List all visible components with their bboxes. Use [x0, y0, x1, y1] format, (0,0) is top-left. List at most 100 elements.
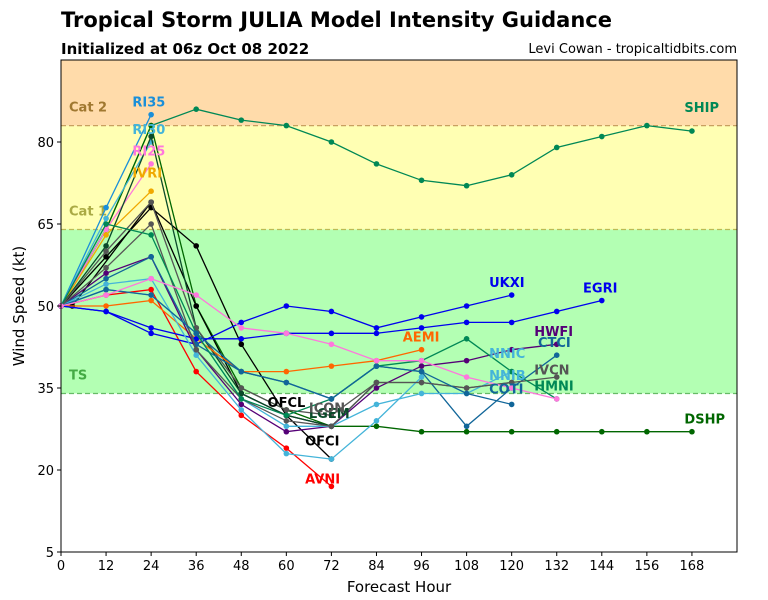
data-point-hwfi [103, 270, 109, 277]
model-label-ukxi: UKXI [489, 276, 524, 291]
data-point-coti [418, 368, 425, 375]
model-label-nnib: NNIB [489, 369, 526, 384]
model-label-ofci: OFCI [305, 434, 339, 449]
data-point-aemi [418, 346, 425, 353]
data-point-ship [328, 139, 335, 145]
y-tick-label: 80 [37, 136, 54, 151]
data-point-hwfi [373, 385, 380, 391]
data-point-hwfi [238, 401, 245, 408]
data-point-nnic [373, 401, 380, 408]
band-cat-1 [61, 125, 737, 230]
data-point-ukxi [238, 319, 245, 326]
data-point-ri35 [148, 111, 154, 118]
series-ri25-pink-trend [58, 275, 560, 402]
data-point-egri [599, 297, 605, 304]
model-label-egri: EGRI [583, 281, 617, 296]
data-point-ivcn [148, 221, 154, 227]
data-point-ship [193, 106, 199, 112]
data-point-ship [283, 122, 290, 129]
data-point-ukxi [463, 303, 470, 309]
data-point-ri35 [103, 204, 109, 211]
series-line-hmni [60, 223, 558, 416]
model-label-nnic: NNIC [489, 347, 525, 362]
intensity-bands: TS Cat 1 Cat 2 [61, 60, 737, 395]
data-point-ri25 [148, 161, 154, 167]
data-point-lgem [238, 390, 245, 397]
x-tick-label: 60 [278, 559, 295, 574]
data-point-ukxi [148, 330, 154, 337]
data-point-ofcl [193, 303, 199, 309]
data-point-nnib [373, 418, 380, 424]
data-point-avni [148, 286, 154, 293]
data-point-nnib [238, 407, 245, 413]
data-point-ofci [103, 253, 109, 260]
data-point-hwfi [418, 363, 425, 369]
data-point-ship [644, 122, 650, 129]
data-point-aemi [283, 368, 290, 375]
data-point-avni [193, 368, 199, 375]
data-point-avni [328, 483, 335, 490]
band-label-ts: TS [69, 368, 87, 383]
data-point-coti [238, 368, 245, 375]
data-point-ivri [148, 188, 154, 194]
y-tick-label: 65 [37, 218, 54, 233]
y-tick-label: 35 [37, 382, 54, 397]
data-point-aemi [148, 297, 154, 304]
data-point-hwfi [283, 428, 290, 435]
data-point-ivcn [553, 374, 560, 380]
data-point-ri25-pink-trend [283, 330, 290, 337]
x-tick-label: 0 [57, 559, 65, 574]
data-point-hmni [463, 336, 470, 342]
data-point-ukxi [508, 292, 515, 298]
data-point-ri25-pink-trend [418, 357, 425, 364]
data-point-hmni [238, 396, 245, 402]
data-point-avni [283, 445, 290, 451]
data-point-ivcn [463, 385, 470, 391]
data-point-aemi [103, 303, 109, 309]
series-ivcn [58, 221, 560, 430]
x-tick-label: 144 [589, 559, 614, 574]
data-point-dshp [373, 423, 380, 430]
data-point-dshp [644, 428, 650, 435]
data-point-ship [553, 144, 560, 151]
data-point-nnic [283, 423, 290, 430]
x-tick-label: 36 [188, 559, 205, 574]
data-point-ivcn [328, 423, 335, 430]
data-point-icon [103, 248, 109, 255]
data-point-ship [599, 133, 605, 140]
data-point-ri25-pink-trend [238, 325, 245, 331]
model-labels: SHIP DSHP RI35 RI30 RI25 IVRI OFCI OFCL AVNI LGEM… [132, 95, 725, 487]
model-label-icon: ICON [309, 402, 345, 417]
data-point-hmni [283, 412, 290, 419]
data-point-dshp [508, 428, 515, 435]
data-point-nnic [418, 390, 425, 397]
data-point-coti [148, 292, 154, 298]
x-tick-label: 12 [98, 559, 115, 574]
data-point-ukxi [283, 303, 290, 309]
data-point-hmni [148, 232, 154, 238]
data-point-coti [463, 390, 470, 397]
model-label-aemi: AEMI [403, 331, 440, 346]
model-label-hmni: HMNI [534, 380, 574, 395]
data-point-dshp [418, 428, 425, 435]
series-line-hwfi [60, 255, 557, 433]
data-point-dshp [689, 428, 695, 435]
data-point-icon [328, 412, 335, 419]
model-label-dshp: DSHP [684, 413, 725, 428]
y-axis-label: Wind Speed (kt) [10, 246, 28, 367]
data-point-ri25-pink-trend [463, 374, 470, 380]
data-point-avni [238, 412, 245, 419]
data-point-ship [373, 161, 380, 167]
data-point-nnib [283, 450, 290, 457]
data-point-ri25-pink-trend [553, 396, 560, 402]
data-point-coti [283, 379, 290, 386]
model-series [58, 106, 695, 490]
data-point-egri [103, 308, 109, 315]
data-point-ivri [103, 232, 109, 238]
data-point-ofci [238, 341, 245, 348]
x-tick-label: 24 [143, 559, 160, 574]
model-label-ri35: RI35 [132, 95, 165, 110]
series-line-ivcn [60, 222, 557, 427]
x-axis-label: Forecast Hour [347, 578, 452, 596]
